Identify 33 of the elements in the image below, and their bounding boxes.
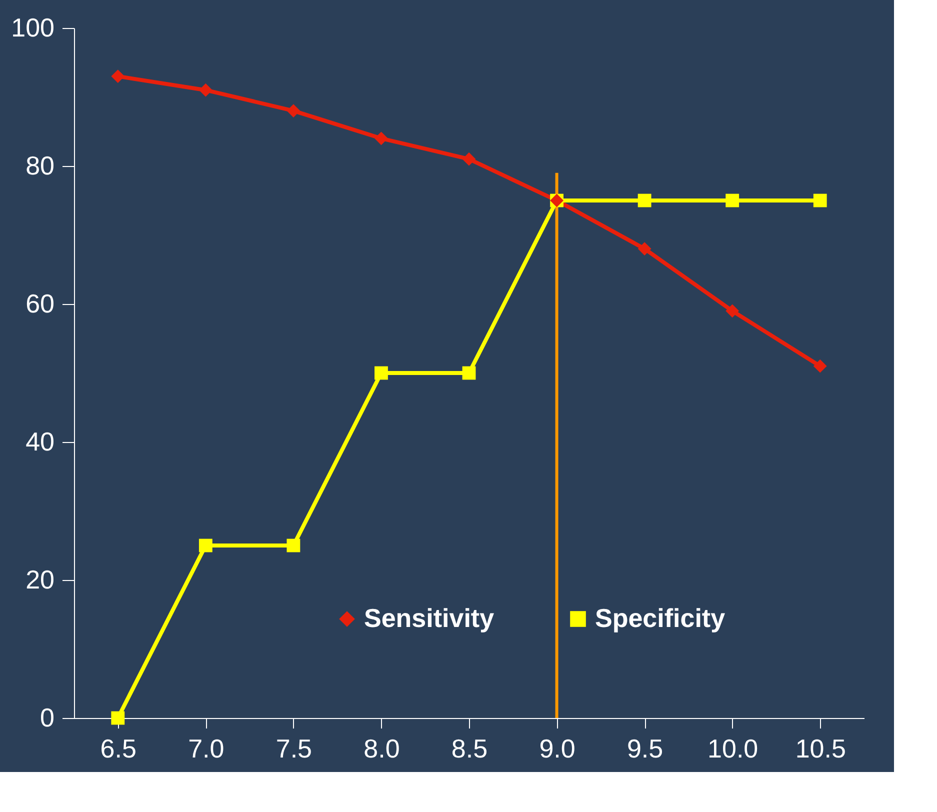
point <box>198 538 212 552</box>
y-tick-label: 60 <box>26 288 54 318</box>
y-tick-label: 20 <box>26 564 54 594</box>
point <box>286 104 300 118</box>
y-tick-label: 100 <box>11 12 54 42</box>
point <box>111 70 125 84</box>
point <box>462 152 476 166</box>
point <box>813 194 827 208</box>
x-tick-label: 10.0 <box>708 734 758 764</box>
point <box>813 359 827 373</box>
point <box>462 366 476 380</box>
point <box>726 304 740 318</box>
x-tick-label: 8.5 <box>451 734 488 764</box>
point <box>374 132 388 146</box>
legend-label: Sensitivity <box>364 603 495 633</box>
point <box>111 711 125 725</box>
x-tick-label: 10.5 <box>795 734 846 764</box>
legend-label: Specificity <box>595 603 726 633</box>
x-tick-label: 9.5 <box>626 734 664 764</box>
x-tick-label: 6.5 <box>100 734 136 764</box>
point <box>638 194 652 208</box>
y-tick-label: 80 <box>26 150 54 180</box>
point <box>286 538 300 552</box>
point <box>374 366 388 380</box>
point <box>638 242 652 256</box>
point <box>726 194 740 208</box>
y-tick-label: 40 <box>26 426 54 456</box>
x-tick-label: 9.0 <box>539 734 576 764</box>
x-tick-label: 7.5 <box>276 734 312 764</box>
y-tick-label: 0 <box>40 702 54 732</box>
point <box>198 83 212 97</box>
x-tick-label: 7.0 <box>188 734 224 764</box>
x-tick-label: 8.0 <box>364 734 400 764</box>
